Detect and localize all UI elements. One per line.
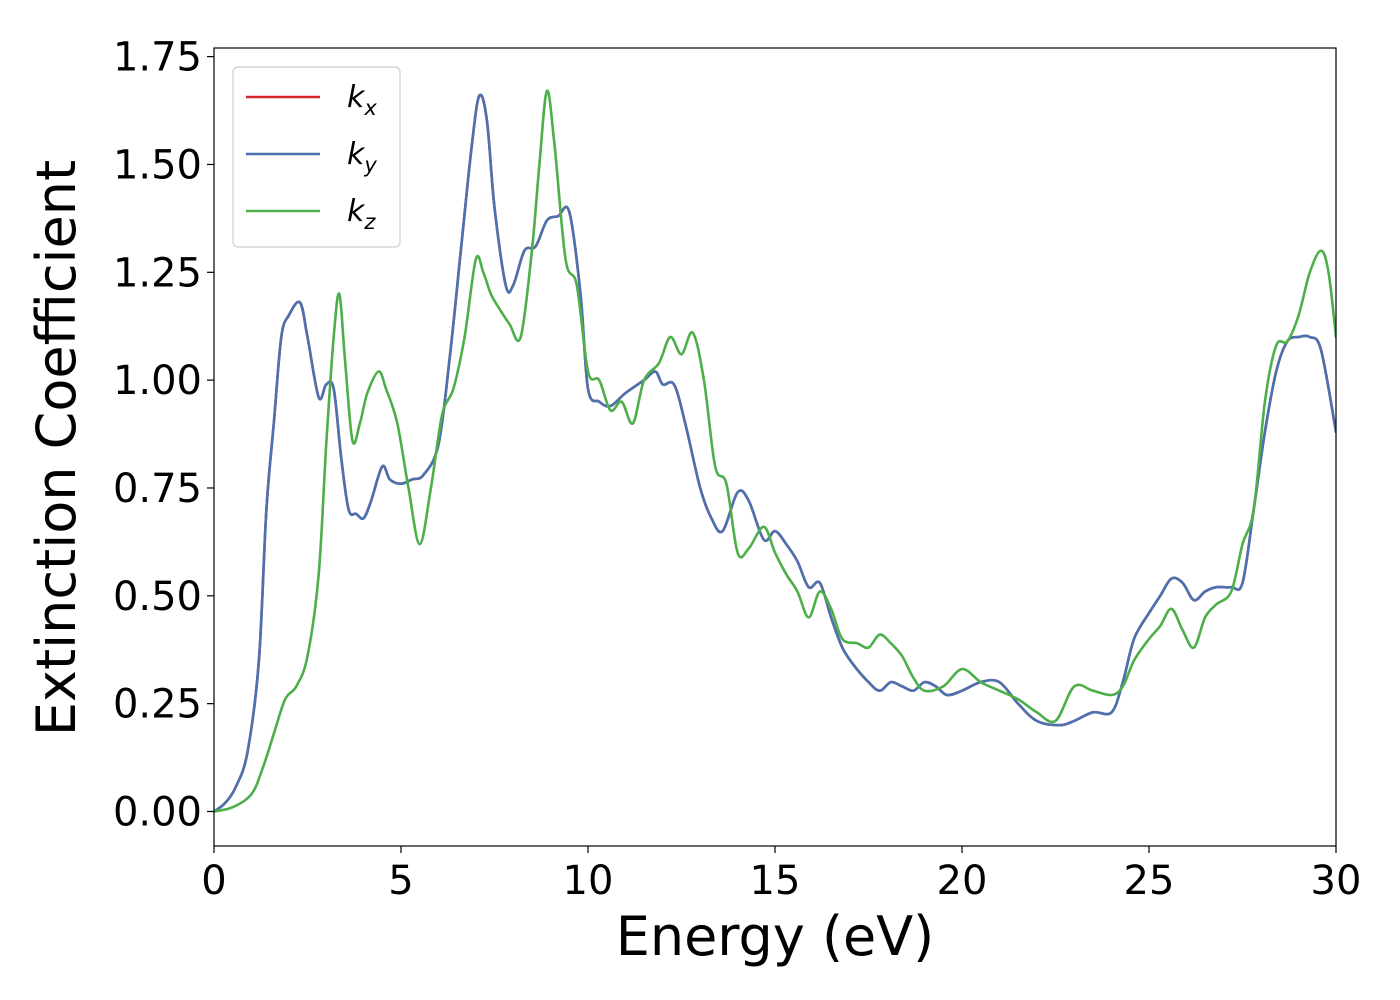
y-tick-label: 0.50 (113, 574, 202, 620)
x-tick-label: 25 (1124, 858, 1175, 904)
legend: kx ky kz (232, 66, 401, 248)
x-tick-label: 20 (937, 858, 988, 904)
plot-frame (213, 47, 1337, 847)
legend-label-x: kx (347, 80, 377, 120)
y-tick-label: 0.75 (113, 466, 202, 512)
axis-ticks: 0 5 10 15 20 25 30 0.00 0.25 0.50 0.75 1.00 1.25 1.50… (113, 35, 1362, 904)
legend-entries: kx ky kz (246, 80, 377, 234)
y-tick-label: 0.25 (113, 682, 202, 728)
x-tick-label: 5 (388, 858, 413, 904)
x-tick-label: 10 (563, 858, 614, 904)
legend-label-z: kz (347, 194, 376, 234)
y-tick-label: 1.50 (113, 142, 202, 188)
x-tick-label: 15 (750, 858, 801, 904)
series-line-y (214, 93, 1336, 813)
y-tick-label: 1.75 (113, 35, 202, 81)
legend-label-y: ky (347, 137, 377, 177)
x-axis-title: Energy (eV) (616, 905, 935, 968)
legend-box (232, 66, 401, 248)
x-tick-label: 30 (1311, 858, 1362, 904)
y-tick-label: 1.00 (113, 358, 202, 404)
series-line-z (214, 89, 1336, 813)
y-axis-title: Extinction Coefficient (25, 160, 88, 736)
y-tick-label: 0.00 (113, 789, 202, 835)
series-lines (214, 89, 1336, 813)
y-tick-label: 1.25 (113, 250, 202, 296)
x-tick-label: 0 (201, 858, 226, 904)
